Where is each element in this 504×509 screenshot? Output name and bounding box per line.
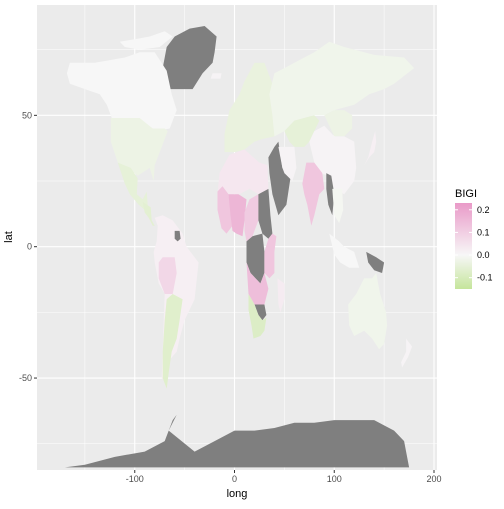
map-region [158,257,177,294]
x-axis: -100 0 100 200 [126,470,442,484]
map-regions [64,26,415,468]
legend-tick-label: 0.0 [477,250,490,260]
map-region [326,173,335,216]
legend-ticks: 0.2 0.1 0.0 -0.1 [455,205,493,283]
y-tick-label: 50 [22,110,32,120]
map-region [401,338,413,368]
map-region [269,41,415,137]
map-region [217,149,270,208]
legend: BIGI 0.2 0.1 0.0 -0.1 [455,188,493,289]
map-region [254,304,267,321]
map-region [210,73,222,79]
map-region [309,125,357,195]
y-axis: -50 0 50 [19,110,37,383]
map-region [277,278,285,313]
map-region [332,188,344,224]
map-region [228,194,247,237]
map-region [268,141,291,216]
map-region [348,273,388,350]
legend-tick-label: -0.1 [477,273,493,283]
map-region [110,118,168,181]
x-tick-label: 100 [327,474,342,484]
map-region [248,294,267,339]
map-region [64,414,410,468]
map-region [117,162,148,210]
x-tick-label: 200 [426,474,441,484]
map-region [174,230,181,242]
map-region [264,233,277,279]
map-region [284,115,320,147]
map-region [66,52,177,132]
map-region [364,131,377,166]
map-region [162,294,183,389]
legend-title: BIGI [455,188,477,200]
map-region [329,233,360,268]
map-region [162,26,217,90]
map-region [224,62,277,153]
x-axis-title: long [227,488,248,500]
map-region [366,251,385,273]
y-axis-title: lat [3,231,15,243]
map-region [246,262,269,305]
map-region [278,146,297,181]
map-region [246,233,265,284]
map-region [258,188,273,239]
x-tick-label: 0 [232,474,237,484]
y-tick-label: -50 [19,373,32,383]
map-region [217,186,233,234]
legend-tick-label: 0.1 [477,227,490,237]
map-region [142,202,158,226]
map-region [302,162,325,226]
legend-colorbar [455,203,472,289]
map-region [119,31,173,50]
legend-tick-label: 0.2 [477,205,490,215]
map-region [324,110,353,137]
x-tick-label: -100 [126,474,144,484]
map-region [244,194,259,242]
y-tick-label: 0 [27,242,32,252]
